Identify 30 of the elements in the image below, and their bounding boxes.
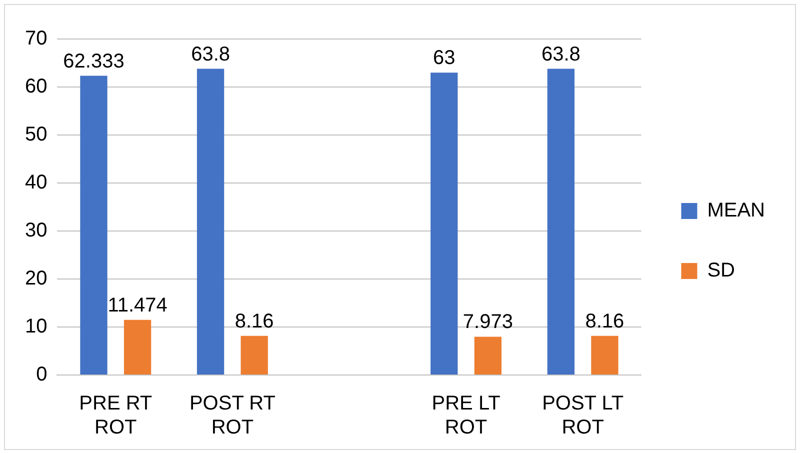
x-tick-label: PRE LT ROT [432, 392, 500, 439]
x-tick-label: POST RT ROT [189, 392, 276, 439]
data-label: 63.8 [541, 43, 580, 66]
x-tick-label: POST LT ROT [542, 392, 624, 439]
bar [240, 336, 268, 374]
y-tick-label: 60 [24, 76, 48, 98]
legend-label: SD [707, 260, 736, 282]
bar [196, 68, 224, 374]
legend-label: MEAN [707, 200, 766, 222]
y-tick-label: 0 [36, 364, 48, 386]
data-label: 62.333 [63, 50, 124, 72]
bar [430, 72, 458, 374]
data-label: 63.8 [191, 43, 230, 66]
data-label: 63 [433, 47, 456, 70]
x-tick-label: PRE RT ROT [79, 392, 152, 439]
bar [80, 76, 108, 374]
data-label: 7.973 [462, 311, 513, 334]
bar [474, 336, 502, 374]
data-label: 8.16 [234, 310, 274, 332]
y-tick-label: 70 [24, 28, 48, 50]
y-tick-label: 30 [24, 220, 48, 242]
bar [591, 336, 618, 374]
y-tick-label: 20 [24, 268, 48, 290]
y-tick-label: 10 [24, 316, 48, 338]
y-tick-label: 40 [24, 172, 48, 194]
bar [547, 68, 574, 374]
bar [124, 320, 152, 374]
data-label: 8.16 [585, 310, 624, 332]
data-label: 11.474 [108, 294, 168, 316]
y-tick-label: 50 [24, 124, 48, 146]
